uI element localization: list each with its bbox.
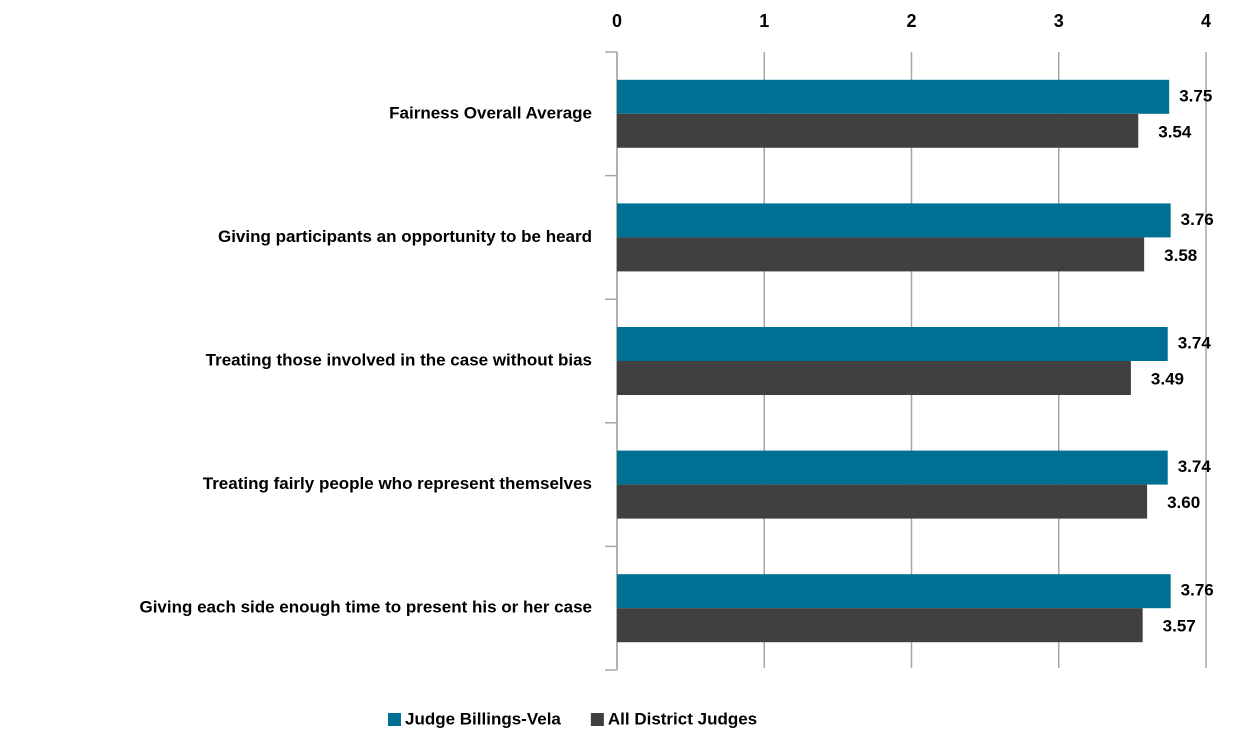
data-label: 3.76: [1181, 210, 1214, 229]
y-tick-label: Fairness Overall Average: [389, 103, 592, 122]
bar: [617, 608, 1143, 643]
x-tick-label: 0: [612, 11, 622, 31]
data-label: 3.57: [1163, 617, 1196, 636]
bar: [617, 450, 1168, 485]
x-tick-label: 2: [906, 11, 916, 31]
x-tick-label: 3: [1054, 11, 1064, 31]
bar: [617, 79, 1170, 114]
data-label: 3.60: [1167, 493, 1200, 512]
legend-label: Judge Billings-Vela: [405, 709, 561, 728]
x-tick-label: 1: [759, 11, 769, 31]
data-label: 3.76: [1181, 581, 1214, 600]
bar: [617, 484, 1148, 519]
bar: [617, 574, 1171, 609]
y-tick-label: Giving participants an opportunity to be…: [218, 227, 592, 246]
data-label: 3.74: [1178, 457, 1212, 476]
bar: [617, 113, 1139, 148]
bar: [617, 361, 1131, 395]
bar: [617, 237, 1145, 272]
y-tick-label: Giving each side enough time to present …: [139, 598, 592, 617]
legend-label: All District Judges: [608, 709, 757, 728]
data-label: 3.74: [1178, 333, 1212, 352]
x-tick-label: 4: [1201, 11, 1211, 31]
legend-swatch: [388, 713, 401, 726]
y-tick-label: Treating those involved in the case with…: [206, 350, 592, 369]
bar: [617, 203, 1171, 238]
data-label: 3.75: [1179, 86, 1212, 105]
legend-swatch: [590, 713, 604, 726]
data-label: 3.54: [1158, 122, 1192, 141]
data-label: 3.49: [1151, 369, 1184, 388]
bar: [617, 327, 1168, 361]
data-label: 3.58: [1164, 246, 1197, 265]
y-tick-label: Treating fairly people who represent the…: [203, 474, 592, 493]
